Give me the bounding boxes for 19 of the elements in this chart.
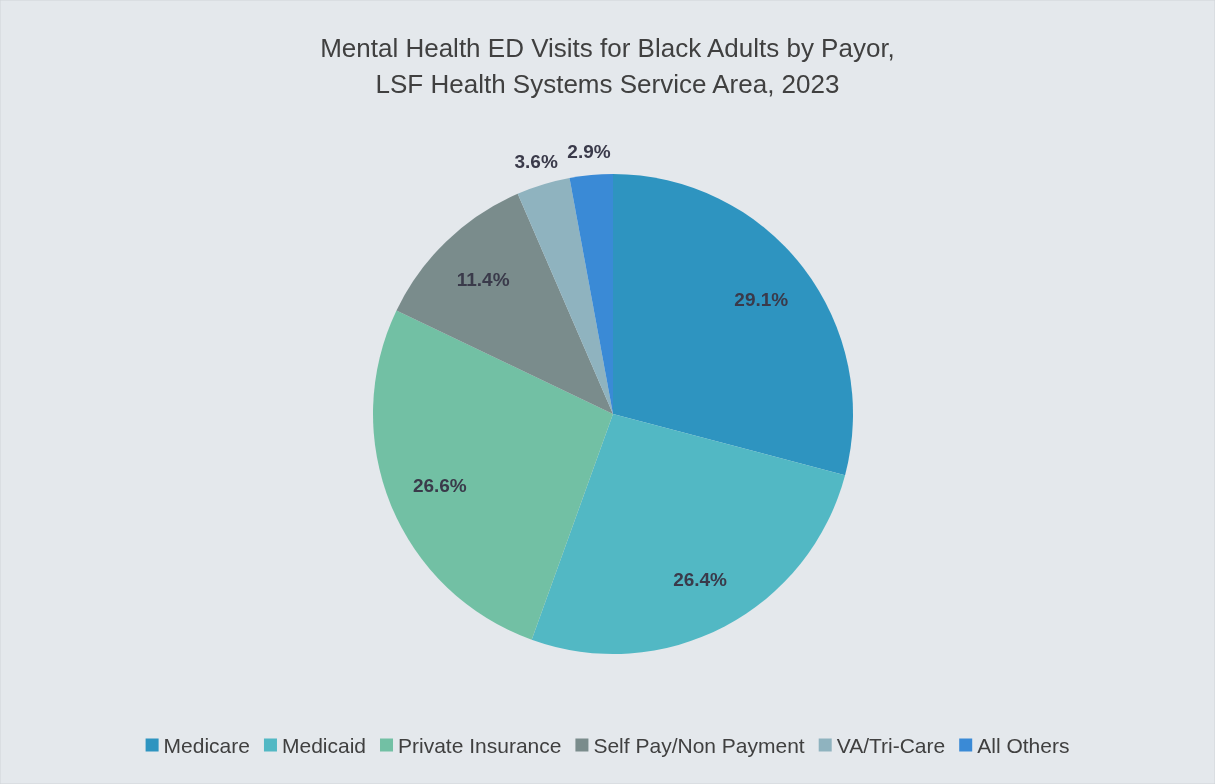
data-label: 11.4% (456, 268, 510, 290)
pie-slice (373, 310, 613, 640)
pie-slice (569, 174, 613, 414)
legend-label: All Others (977, 733, 1070, 757)
legend-label: Self Pay/Non Payment (593, 733, 805, 757)
pie-slice (517, 177, 613, 414)
chart-title: Mental Health ED Visits for Black Adults by Payor, LSF Health Systems Service Area, 2023 (320, 33, 895, 99)
legend-label: VA/Tri-Care (836, 733, 946, 757)
data-label: 29.1% (734, 289, 789, 311)
legend-label: Private Insurance (398, 733, 562, 757)
data-label: 2.9% (567, 140, 611, 162)
pie-slice (531, 414, 846, 654)
pie-slice (613, 174, 853, 476)
legend-label: Medicaid (281, 733, 367, 757)
data-label: 26.4% (673, 569, 728, 591)
data-label: 26.6% (412, 474, 467, 496)
pie-slice (396, 193, 613, 414)
legend-label: Medicare (163, 733, 250, 757)
data-label: 3.6% (514, 150, 558, 172)
